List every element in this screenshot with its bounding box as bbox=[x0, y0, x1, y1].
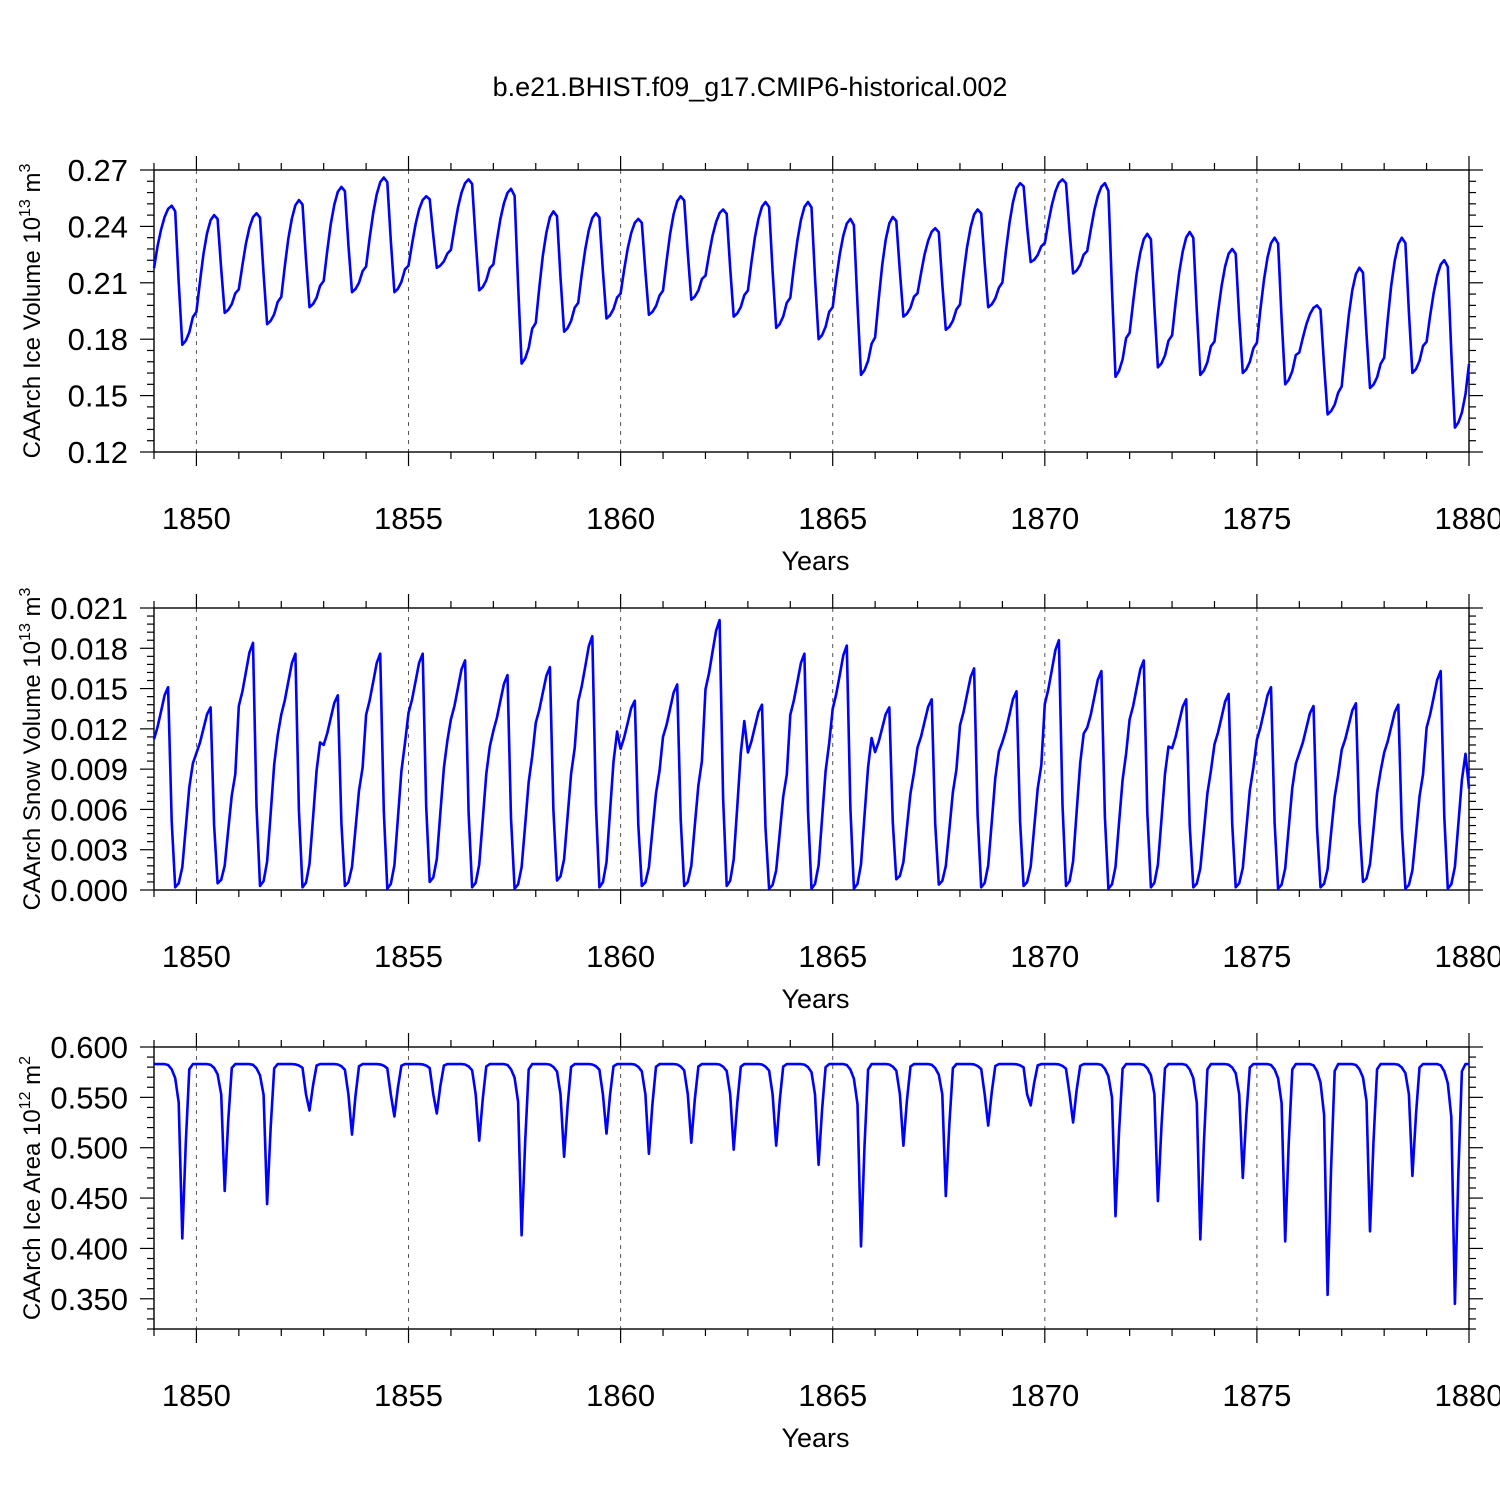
x-tick-label: 1850 bbox=[162, 939, 231, 974]
x-tick-label: 1870 bbox=[1010, 1378, 1079, 1413]
y-tick-label: 0.600 bbox=[50, 1030, 128, 1065]
y-tick-label: 0.24 bbox=[68, 209, 128, 244]
x-tick-label: 1875 bbox=[1222, 501, 1291, 536]
x-tick-label: 1860 bbox=[586, 1378, 655, 1413]
y-axis-label: CAArch Ice Area 1012 m2 bbox=[17, 1056, 46, 1320]
chart-panel-3: 1850 1855 1860 1865 1870 1875 1880 0.350 0.400 0.… bbox=[17, 1030, 1500, 1453]
x-tick-label: 1855 bbox=[374, 1378, 443, 1413]
x-tick-label: 1870 bbox=[1010, 939, 1079, 974]
y-tick-label: 0.003 bbox=[50, 833, 128, 868]
x-axis-label: Years bbox=[781, 984, 849, 1014]
x-tick-label: 1850 bbox=[162, 501, 231, 536]
series-line bbox=[152, 176, 1471, 429]
y-axis-label: CAArch Ice Volume 1013 m3 bbox=[17, 163, 46, 458]
chart-title: b.e21.BHIST.f09_g17.CMIP6-historical.002 bbox=[493, 72, 1008, 102]
y-tick-label: 0.015 bbox=[50, 672, 128, 707]
x-tick-label: 1875 bbox=[1222, 1378, 1291, 1413]
x-tick-label: 1865 bbox=[798, 939, 867, 974]
y-tick-label: 0.021 bbox=[50, 591, 128, 626]
y-tick-label: 0.27 bbox=[68, 153, 128, 188]
series-line bbox=[154, 1062, 1469, 1306]
x-tick-label: 1865 bbox=[798, 1378, 867, 1413]
x-tick-label: 1870 bbox=[1010, 501, 1079, 536]
plot-frame bbox=[153, 169, 1470, 453]
y-tick-label: 0.350 bbox=[50, 1282, 128, 1317]
y-axis-label: CAArch Snow Volume 1013 m3 bbox=[17, 587, 46, 910]
x-tick-label: 1865 bbox=[798, 501, 867, 536]
y-tick-label: 0.009 bbox=[50, 752, 128, 787]
x-axis-label: Years bbox=[781, 546, 849, 576]
x-tick-label: 1860 bbox=[586, 939, 655, 974]
chart-panel-2: 1850 1855 1860 1865 1870 1875 1880 0.000 0.003 0.… bbox=[17, 587, 1500, 1014]
x-axis-label: Years bbox=[781, 1423, 849, 1453]
x-tick-label: 1880 bbox=[1435, 939, 1500, 974]
y-tick-label: 0.15 bbox=[68, 379, 128, 414]
y-tick-label: 0.500 bbox=[50, 1131, 128, 1166]
x-tick-label: 1855 bbox=[374, 501, 443, 536]
y-tick-label: 0.12 bbox=[68, 435, 128, 470]
y-tick-label: 0.000 bbox=[50, 873, 128, 908]
y-tick-label: 0.450 bbox=[50, 1181, 128, 1216]
x-tick-label: 1880 bbox=[1435, 501, 1500, 536]
x-tick-label: 1855 bbox=[374, 939, 443, 974]
series-line bbox=[152, 618, 1471, 890]
chart-panel-1: 1850 1855 1860 1865 1870 1875 1880 0.12 0.15 0.18… bbox=[17, 153, 1500, 576]
y-tick-label: 0.018 bbox=[50, 631, 128, 666]
y-tick-label: 0.18 bbox=[68, 322, 128, 357]
x-tick-label: 1880 bbox=[1435, 1378, 1500, 1413]
x-tick-label: 1875 bbox=[1222, 939, 1291, 974]
y-tick-label: 0.006 bbox=[50, 792, 128, 827]
x-tick-label: 1860 bbox=[586, 501, 655, 536]
y-tick-label: 0.012 bbox=[50, 712, 128, 747]
y-tick-label: 0.400 bbox=[50, 1231, 128, 1266]
y-tick-label: 0.21 bbox=[68, 266, 128, 301]
x-tick-label: 1850 bbox=[162, 1378, 231, 1413]
y-tick-label: 0.550 bbox=[50, 1080, 128, 1115]
